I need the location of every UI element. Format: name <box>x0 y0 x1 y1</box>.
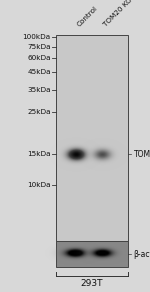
Bar <box>56 35 128 241</box>
Text: 35kDa: 35kDa <box>27 87 51 93</box>
Text: β-actin: β-actin <box>134 250 150 258</box>
Text: 75kDa: 75kDa <box>27 44 51 50</box>
Text: 100kDa: 100kDa <box>22 34 51 40</box>
Text: TOM20 KO: TOM20 KO <box>102 0 133 28</box>
Text: 25kDa: 25kDa <box>27 109 51 115</box>
Text: 15kDa: 15kDa <box>27 151 51 157</box>
Text: 10kDa: 10kDa <box>27 182 51 187</box>
Text: 45kDa: 45kDa <box>27 69 51 75</box>
Text: TOM20: TOM20 <box>134 150 150 159</box>
Text: Control: Control <box>76 5 98 28</box>
Text: 293T: 293T <box>80 279 103 288</box>
Bar <box>56 241 128 267</box>
Text: 60kDa: 60kDa <box>27 55 51 61</box>
